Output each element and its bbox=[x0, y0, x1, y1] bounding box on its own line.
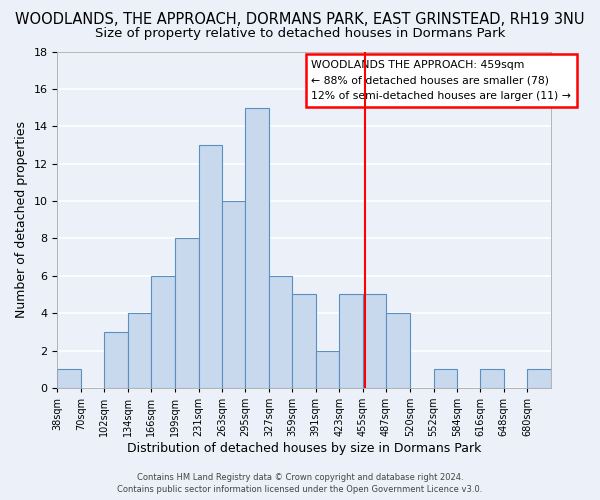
Bar bbox=[362, 294, 386, 388]
Bar bbox=[527, 369, 551, 388]
Bar bbox=[481, 369, 504, 388]
Bar bbox=[386, 313, 410, 388]
Bar bbox=[245, 108, 269, 388]
Bar bbox=[104, 332, 128, 388]
Bar bbox=[58, 369, 81, 388]
Bar bbox=[292, 294, 316, 388]
Bar bbox=[199, 145, 222, 388]
Text: WOODLANDS, THE APPROACH, DORMANS PARK, EAST GRINSTEAD, RH19 3NU: WOODLANDS, THE APPROACH, DORMANS PARK, E… bbox=[15, 12, 585, 28]
Text: WOODLANDS THE APPROACH: 459sqm
← 88% of detached houses are smaller (78)
12% of : WOODLANDS THE APPROACH: 459sqm ← 88% of … bbox=[311, 60, 571, 101]
Text: Size of property relative to detached houses in Dormans Park: Size of property relative to detached ho… bbox=[95, 28, 505, 40]
Bar bbox=[316, 350, 339, 388]
Text: Contains HM Land Registry data © Crown copyright and database right 2024.
Contai: Contains HM Land Registry data © Crown c… bbox=[118, 472, 482, 494]
Bar bbox=[434, 369, 457, 388]
Bar bbox=[128, 313, 151, 388]
Bar bbox=[175, 238, 199, 388]
Bar bbox=[151, 276, 175, 388]
Bar bbox=[222, 201, 245, 388]
Y-axis label: Number of detached properties: Number of detached properties bbox=[15, 121, 28, 318]
Bar bbox=[269, 276, 292, 388]
X-axis label: Distribution of detached houses by size in Dormans Park: Distribution of detached houses by size … bbox=[127, 442, 481, 455]
Bar bbox=[339, 294, 362, 388]
